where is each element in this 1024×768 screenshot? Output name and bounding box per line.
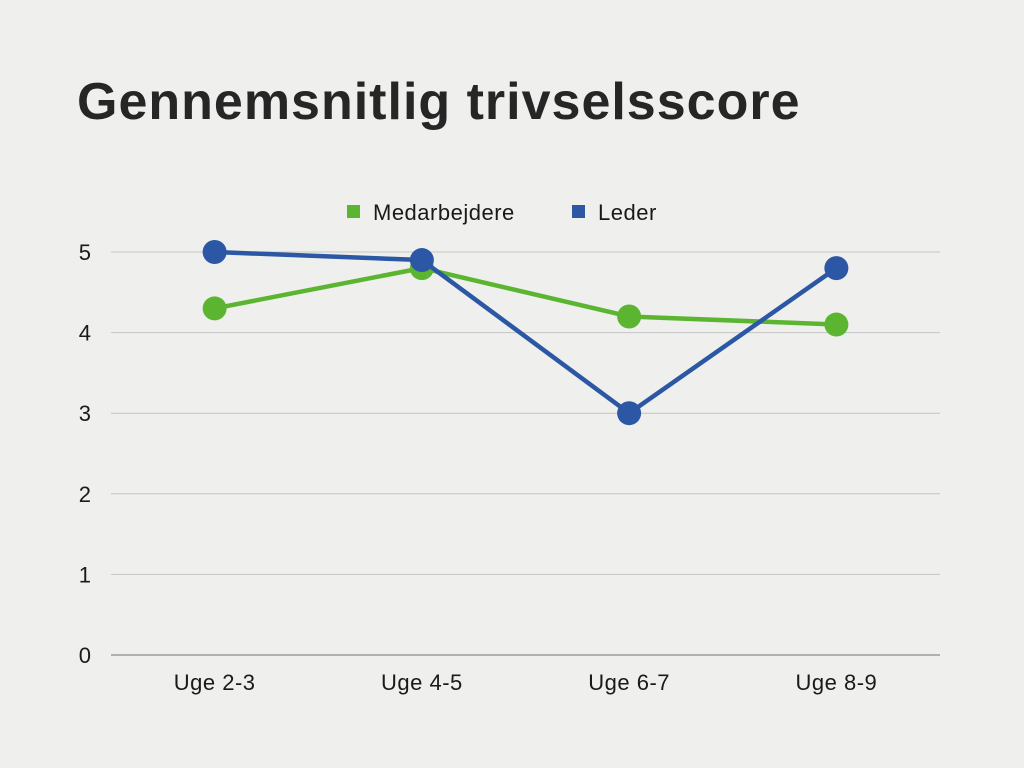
data-point <box>824 256 849 281</box>
x-tick-label: Uge 2-3 <box>174 670 256 695</box>
x-tick-label: Uge 8-9 <box>795 670 877 695</box>
legend-label: Leder <box>598 200 657 225</box>
x-tick-label: Uge 6-7 <box>588 670 670 695</box>
y-tick-label: 5 <box>79 240 91 265</box>
data-point <box>617 304 642 329</box>
chart-title: Gennemsnitlig trivselsscore <box>77 73 801 131</box>
series-line <box>214 249 838 416</box>
y-tick-label: 4 <box>79 321 91 346</box>
legend-label: Medarbejdere <box>373 200 515 225</box>
y-tick-label: 2 <box>79 482 91 507</box>
legend-swatch <box>572 205 585 218</box>
data-point <box>409 248 434 273</box>
legend-swatch <box>347 205 360 218</box>
data-point <box>202 296 227 321</box>
data-point <box>202 240 227 264</box>
data-point <box>617 401 642 426</box>
x-tick-label: Uge 4-5 <box>381 670 463 695</box>
legend: Medarbejdere Leder <box>347 200 657 225</box>
y-tick-label: 3 <box>79 401 91 426</box>
gridlines <box>111 251 940 656</box>
series-line <box>214 265 837 327</box>
y-tick-label: 1 <box>79 562 91 587</box>
data-point <box>824 312 849 337</box>
axes: 0 1 2 3 4 5 Uge 2-3 Uge 4-5 Uge 6-7 Uge 8-9 <box>79 240 877 695</box>
y-tick-label: 0 <box>79 643 91 668</box>
series-lines <box>202 240 849 426</box>
